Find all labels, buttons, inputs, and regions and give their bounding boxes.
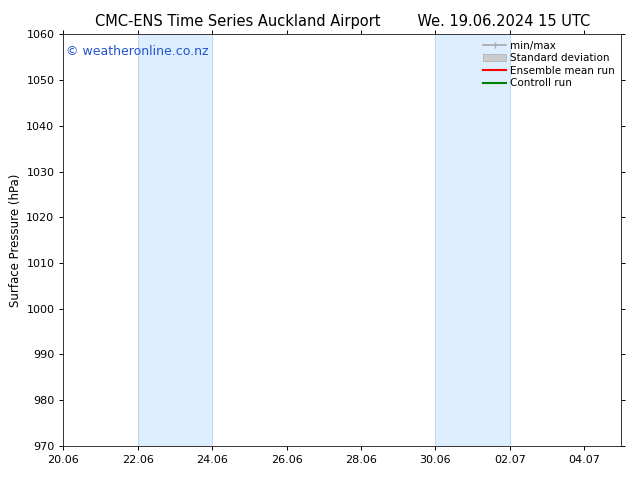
Title: CMC-ENS Time Series Auckland Airport        We. 19.06.2024 15 UTC: CMC-ENS Time Series Auckland Airport We.… xyxy=(94,14,590,29)
Bar xyxy=(436,34,510,446)
Text: © weatheronline.co.nz: © weatheronline.co.nz xyxy=(66,45,209,58)
Bar xyxy=(138,34,212,446)
Legend: min/max, Standard deviation, Ensemble mean run, Controll run: min/max, Standard deviation, Ensemble me… xyxy=(480,37,618,92)
Y-axis label: Surface Pressure (hPa): Surface Pressure (hPa) xyxy=(9,173,22,307)
